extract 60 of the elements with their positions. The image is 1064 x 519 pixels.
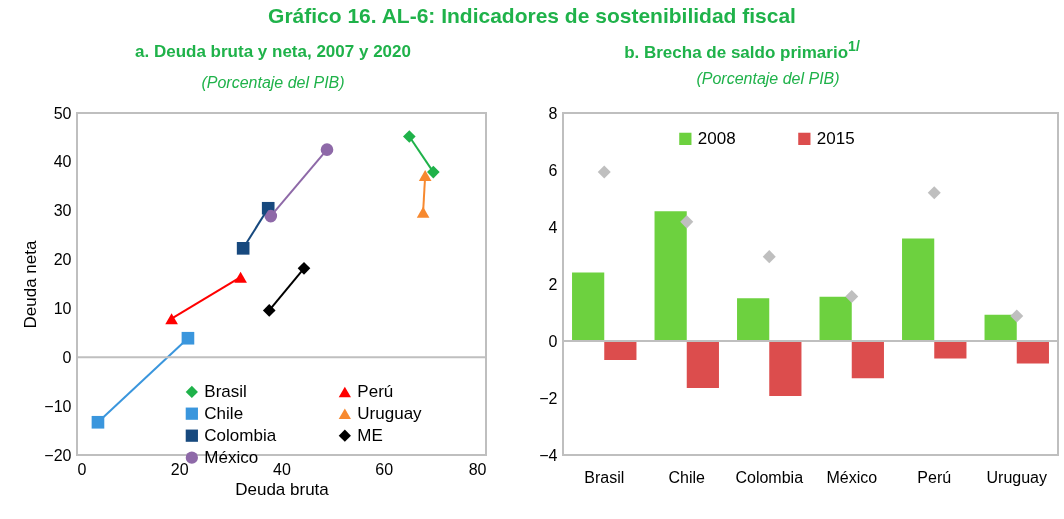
legend-label: Colombia <box>204 425 277 445</box>
y-tick-label: −10 <box>44 397 72 415</box>
y-tick-label: −20 <box>44 446 72 464</box>
bar <box>934 341 967 359</box>
x-tick-label: Colombia <box>735 468 804 486</box>
x-tick-label: Perú <box>917 468 952 486</box>
x-axis-title: Deuda bruta <box>235 479 330 499</box>
chart-title: b. Brecha de saldo primario$^{1/}$ <box>624 38 860 63</box>
x-tick-label: Uruguay <box>986 468 1047 486</box>
bar <box>604 341 637 361</box>
bar <box>1016 341 1049 364</box>
bar <box>572 272 605 341</box>
point <box>1010 309 1024 323</box>
bar <box>902 238 935 341</box>
y-tick-label: 10 <box>53 299 72 317</box>
legend-label: Brasil <box>204 381 247 401</box>
y-tick-label: 40 <box>53 153 72 171</box>
y-tick-label: 2 <box>548 275 558 293</box>
x-tick-label: 80 <box>468 460 487 478</box>
y-axis-title: Deuda neta <box>21 240 41 329</box>
legend-label: ME <box>357 425 383 445</box>
x-tick-label: 60 <box>375 460 394 478</box>
y-tick-label: 30 <box>53 202 72 220</box>
x-tick-label: 0 <box>77 460 87 478</box>
bar <box>819 296 852 341</box>
y-tick-label: 20 <box>53 251 72 269</box>
point <box>845 290 859 304</box>
y-tick-label: −2 <box>539 389 558 407</box>
point <box>402 130 416 143</box>
bar <box>686 341 719 389</box>
y-tick-label: 50 <box>53 104 72 122</box>
chart-subtitle: (Porcentaje del PIB) <box>696 70 840 88</box>
chart-subtitle: (Porcentaje del PIB) <box>201 74 345 92</box>
bar <box>654 211 687 341</box>
point <box>762 250 776 264</box>
bar <box>769 341 802 397</box>
point <box>680 215 694 229</box>
legend-label: 2008 <box>697 128 736 148</box>
y-tick-label: −4 <box>539 446 558 464</box>
x-tick-label: 20 <box>170 460 189 478</box>
y-tick-label: 6 <box>548 161 558 179</box>
x-tick-label: Brasil <box>584 468 625 486</box>
legend-label: Chile <box>204 403 244 423</box>
text: Gráfico 16. AL-6: Indicadores de sostenibilidad fiscal <box>268 4 796 28</box>
point <box>597 165 611 179</box>
bar <box>737 298 770 341</box>
y-tick-label: 0 <box>62 348 72 366</box>
bar <box>984 314 1017 341</box>
legend-label: 2015 <box>816 128 855 148</box>
y-tick-label: 8 <box>548 104 558 122</box>
point <box>927 186 941 200</box>
x-tick-label: 40 <box>273 460 291 478</box>
chart-title: a. Deuda bruta y neta, 2007 y 2020 <box>135 42 411 62</box>
bar <box>851 341 884 379</box>
y-tick-label: 0 <box>548 332 558 350</box>
x-tick-label: México <box>826 468 878 486</box>
legend-label: Uruguay <box>357 403 423 423</box>
x-tick-label: Chile <box>668 468 706 486</box>
y-tick-label: 4 <box>548 218 558 236</box>
legend-label: Perú <box>357 381 394 401</box>
